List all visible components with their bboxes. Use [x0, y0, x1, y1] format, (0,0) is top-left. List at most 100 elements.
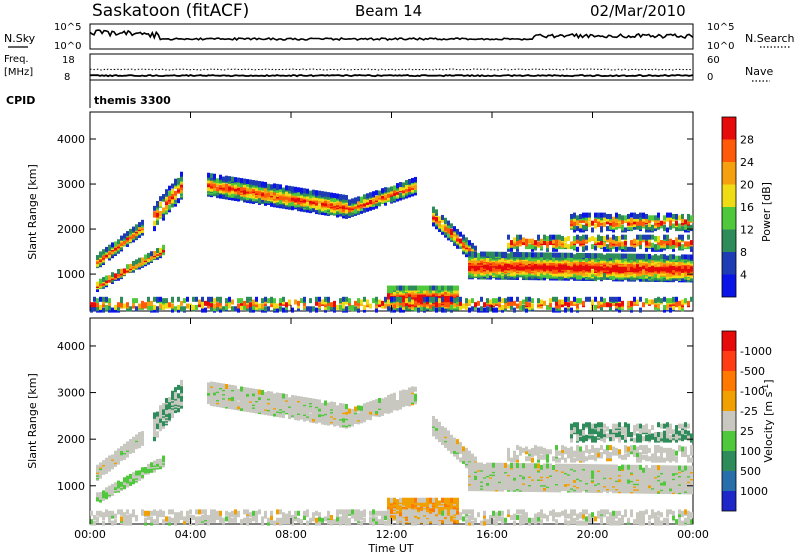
power-cell [663, 275, 666, 281]
power-cell [411, 187, 414, 193]
power-cell [105, 278, 108, 284]
velocity-cell [183, 519, 186, 525]
nave-label: Nave [745, 65, 773, 78]
power-cell [393, 188, 396, 194]
velocity-cell [219, 394, 222, 400]
power-cell [285, 197, 288, 203]
power-cell [237, 303, 240, 309]
power-cell [99, 251, 102, 257]
power-cell [657, 224, 660, 230]
velocity-cell [303, 408, 306, 414]
power-cell [528, 244, 531, 250]
power-cell [531, 273, 534, 279]
velocity-cell [117, 480, 120, 486]
velocity-cell [144, 510, 147, 516]
power-cell [450, 235, 453, 241]
power-cell [525, 244, 528, 250]
power-cell [654, 254, 657, 260]
power-cell [456, 296, 459, 302]
power-cell [516, 252, 519, 258]
power-cell [354, 208, 357, 214]
power-cell [555, 241, 558, 247]
power-cell [327, 304, 330, 310]
power-cell [621, 246, 624, 252]
power-cell [675, 270, 678, 276]
velocity-cell [132, 509, 135, 515]
power-cell [498, 302, 501, 308]
velocity-cell [321, 408, 324, 414]
power-cell [444, 289, 447, 295]
power-cell [657, 236, 660, 242]
velocity-cell [105, 512, 108, 518]
power-cell [201, 299, 204, 305]
power-cell [654, 220, 657, 226]
velocity-cell [306, 401, 309, 407]
power-cell [690, 258, 693, 264]
velocity-cell [123, 484, 126, 490]
velocity-cell [258, 509, 261, 515]
power-cell [672, 304, 675, 310]
power-cell [273, 200, 276, 206]
power-cell [165, 199, 168, 205]
power-cell [648, 267, 651, 273]
power-cell [585, 224, 588, 230]
colorbar-tick-label: 12 [740, 224, 754, 237]
velocity-cell [129, 520, 132, 526]
power-cell [288, 196, 291, 202]
power-cell [147, 256, 150, 262]
power-cell [504, 306, 507, 312]
power-cell [390, 186, 393, 192]
velocity-cell [285, 400, 288, 406]
power-cell [243, 304, 246, 310]
power-cell [426, 288, 429, 294]
power-cell [543, 252, 546, 258]
velocity-cell [165, 409, 168, 415]
power-cell [294, 197, 297, 203]
velocity-cell [207, 517, 210, 523]
velocity-cell [195, 509, 198, 515]
power-cell [246, 303, 249, 309]
power-cell [396, 183, 399, 189]
power-cell [525, 252, 528, 258]
velocity-cell [189, 509, 192, 515]
power-cell [573, 299, 576, 305]
power-cell [315, 307, 318, 313]
velocity-cell [180, 385, 183, 391]
power-cell [126, 302, 129, 308]
power-cell [570, 252, 573, 258]
power-cell [363, 194, 366, 200]
power-cell [159, 303, 162, 309]
power-cell [447, 302, 450, 308]
power-cell [678, 255, 681, 261]
velocity-cell [225, 400, 228, 406]
velocity-cell [153, 427, 156, 433]
power-cell [561, 302, 564, 308]
power-cell [375, 201, 378, 207]
velocity-cell [120, 481, 123, 487]
velocity-cell [297, 517, 300, 523]
velocity-cell [267, 520, 270, 526]
power-cell [231, 176, 234, 182]
velocity-cell [111, 483, 114, 489]
velocity-cell [102, 465, 105, 471]
velocity-cell [267, 410, 270, 416]
power-cell [426, 296, 429, 302]
velocity-cell [228, 512, 231, 518]
power-cell [438, 227, 441, 233]
power-cell [615, 303, 618, 309]
power-cell [216, 190, 219, 196]
power-cell [288, 185, 291, 191]
power-cell [648, 222, 651, 228]
power-cell [579, 259, 582, 265]
power-cell [621, 300, 624, 306]
power-cell [105, 304, 108, 310]
power-cell [345, 299, 348, 305]
power-cell [228, 296, 231, 302]
velocity-cell [300, 410, 303, 416]
power-cell [309, 298, 312, 304]
power-cell [147, 304, 150, 310]
power-cell [129, 263, 132, 269]
power-cell [570, 213, 573, 219]
power-cell [630, 212, 633, 218]
power-cell [279, 184, 282, 190]
